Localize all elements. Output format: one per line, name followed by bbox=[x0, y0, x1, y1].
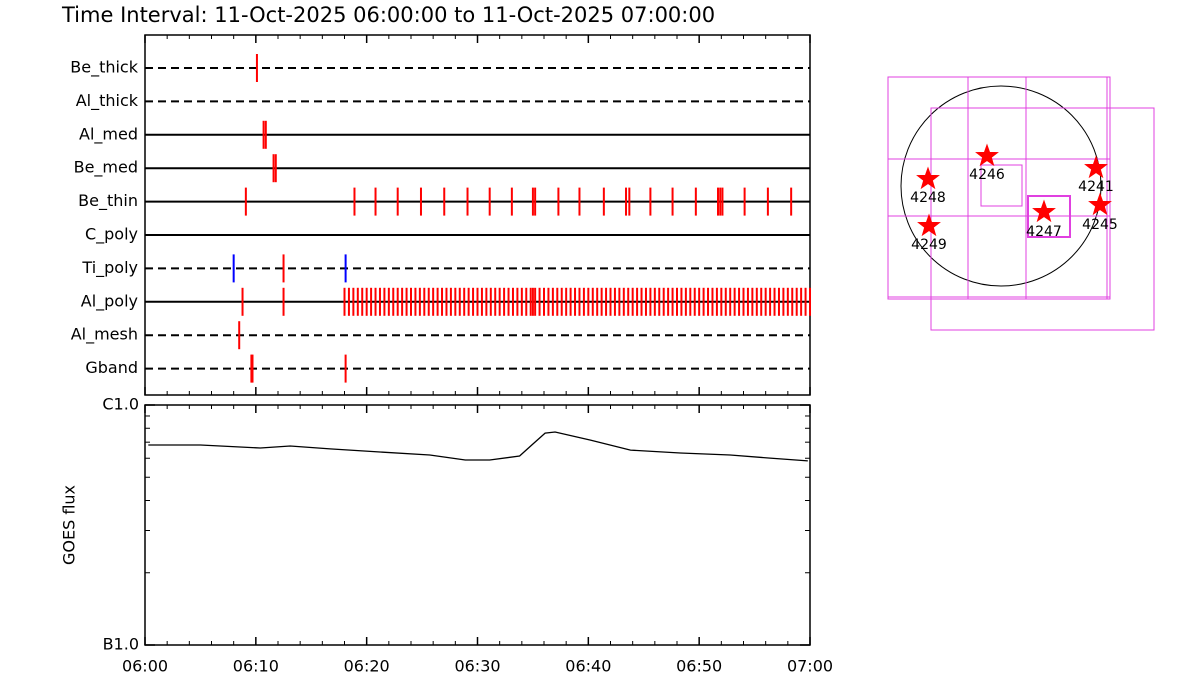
region-label: 4246 bbox=[969, 167, 1005, 183]
y-tick-label: C1.0 bbox=[102, 395, 139, 414]
region-label: 4247 bbox=[1026, 224, 1062, 240]
row-label: Al_med bbox=[79, 124, 138, 144]
chart-title: Time Interval: 11-Oct-2025 06:00:00 to 1… bbox=[61, 3, 715, 27]
fov-box bbox=[930, 107, 1155, 331]
fov-box bbox=[980, 164, 1023, 207]
row-label: Be_med bbox=[74, 158, 138, 178]
row-label: Al_thick bbox=[76, 91, 139, 111]
x-tick-label: 06:20 bbox=[344, 657, 390, 676]
y-tick-label: B1.0 bbox=[103, 635, 139, 654]
x-tick-label: 06:00 bbox=[122, 657, 168, 676]
goes-line bbox=[148, 431, 808, 462]
region-label: 4245 bbox=[1082, 217, 1118, 233]
y-axis-label: GOES flux bbox=[60, 485, 79, 565]
region-star bbox=[1088, 192, 1112, 216]
row-label: Be_thick bbox=[70, 58, 138, 78]
x-tick-label: 06:30 bbox=[454, 657, 500, 676]
row-label: Al_mesh bbox=[71, 325, 138, 345]
x-tick-label: 06:10 bbox=[233, 657, 279, 676]
row-label: Gband bbox=[85, 358, 138, 377]
x-tick-label: 06:50 bbox=[676, 657, 722, 676]
x-tick-label: 06:40 bbox=[565, 657, 611, 676]
fov-box bbox=[887, 76, 1111, 300]
region-label: 4248 bbox=[910, 190, 946, 206]
row-label: Al_poly bbox=[81, 291, 138, 311]
region-label: 4241 bbox=[1078, 179, 1114, 195]
solar-disk bbox=[900, 85, 1102, 287]
region-star bbox=[1084, 155, 1108, 179]
region-star bbox=[917, 213, 941, 237]
region-star bbox=[975, 143, 999, 167]
row-label: Be_thin bbox=[78, 191, 138, 211]
region-label: 4249 bbox=[911, 237, 947, 253]
row-label: C_poly bbox=[85, 225, 138, 245]
region-star bbox=[1032, 199, 1056, 223]
sun-map bbox=[887, 76, 1155, 331]
x-tick-label: 07:00 bbox=[787, 657, 833, 676]
region-star bbox=[916, 166, 940, 190]
row-label: Ti_poly bbox=[81, 258, 138, 278]
fov-box bbox=[1027, 195, 1071, 238]
